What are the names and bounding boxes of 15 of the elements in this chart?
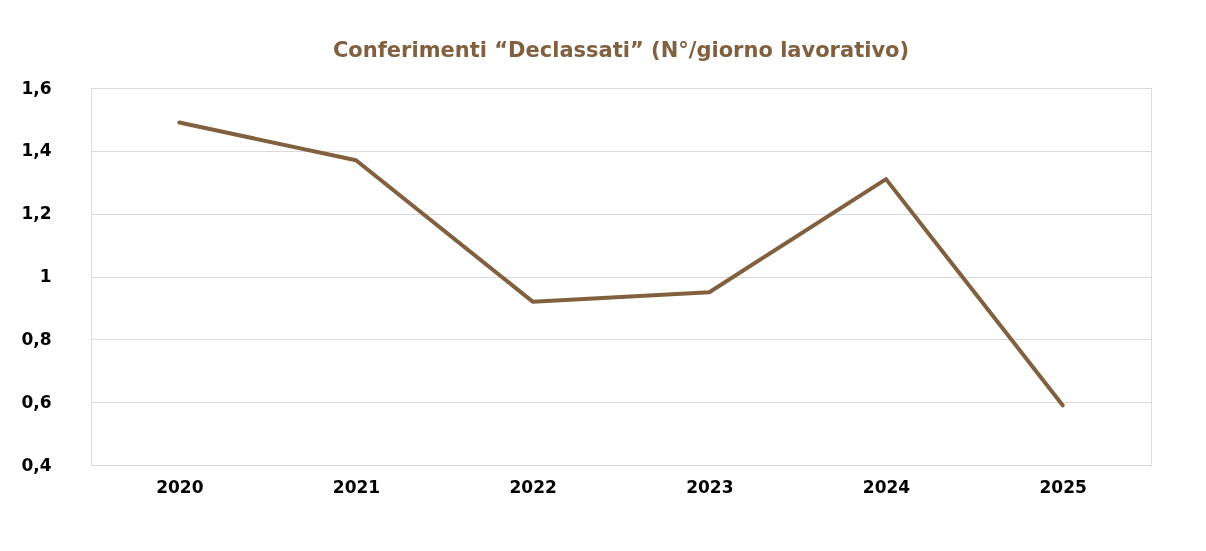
x-tick-label: 2022 bbox=[509, 476, 557, 497]
y-tick-label: 0,8 bbox=[21, 328, 52, 349]
chart-title: Conferimenti “Declassati” (N°/giorno lavorativo) bbox=[332, 38, 910, 62]
y-tick-label: 1,4 bbox=[21, 140, 52, 161]
y-tick-label: 0,4 bbox=[21, 454, 52, 475]
y-tick-label: 1,2 bbox=[21, 203, 52, 224]
x-tick-label: 2023 bbox=[686, 476, 734, 497]
line-series bbox=[177, 120, 1065, 408]
x-tick-label: 2025 bbox=[1039, 476, 1087, 497]
x-tick-label: 2024 bbox=[862, 476, 911, 497]
y-tick-label: 0,6 bbox=[21, 391, 52, 412]
y-tick-label: 1 bbox=[39, 266, 52, 286]
x-tick-label: 2021 bbox=[332, 476, 381, 497]
y-tick-label: 1,6 bbox=[21, 77, 52, 98]
x-tick-label: 2020 bbox=[156, 476, 204, 497]
